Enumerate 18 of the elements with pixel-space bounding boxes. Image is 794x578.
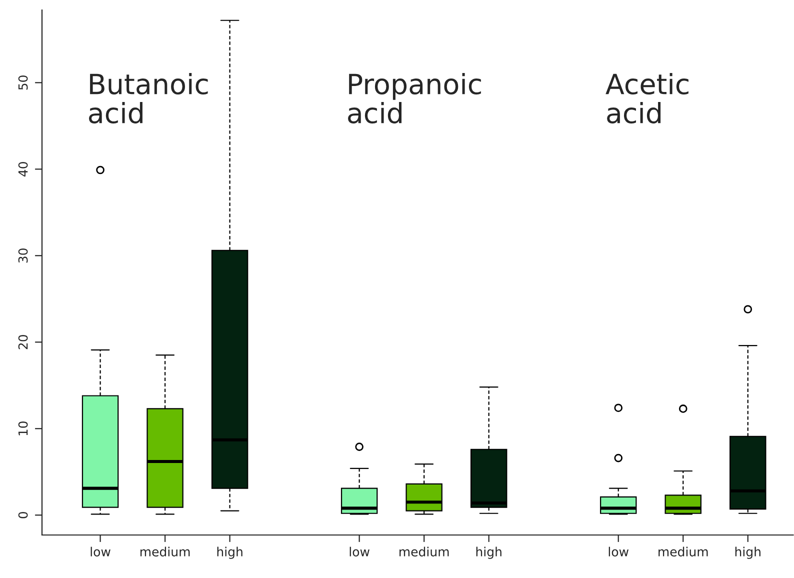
annotation: Acetic acid [606,73,688,124]
y-tick-label: 20 [18,335,28,350]
y-tick-label: 50 [18,76,28,90]
x-tick-label: low [90,546,110,556]
x-tick-label: low [350,546,370,556]
annotation: Propanoic acid [348,73,481,124]
x-tick-label: low [608,546,629,556]
annotation: Butanoic acid [89,73,208,124]
x-tick-label: high [217,546,242,559]
x-tick-label: high [735,546,760,559]
y-tick-label: 10 [18,421,28,436]
y-tick-label: 40 [18,162,28,176]
y-tick-label: 0 [18,512,28,518]
y-tick-label: 30 [18,248,28,263]
x-tick-label: medium [140,546,190,556]
x-tick-label: medium [658,546,708,556]
x-tick-label: high [476,546,502,559]
x-tick-label: medium [400,546,449,556]
